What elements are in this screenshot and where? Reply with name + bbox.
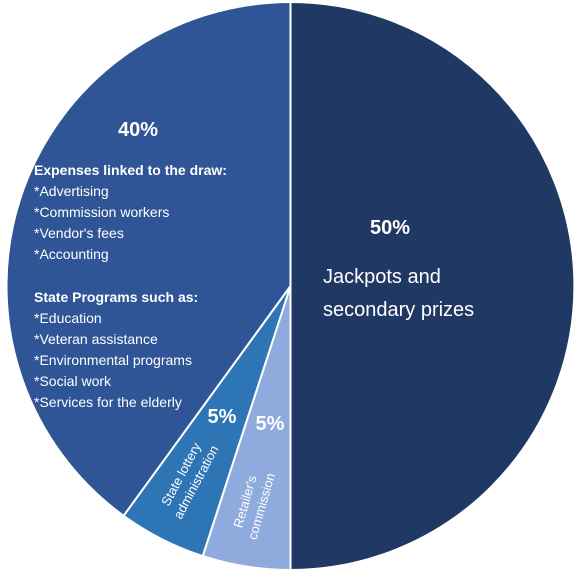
expenses-item-accounting: *Accounting	[34, 246, 109, 262]
slice-jackpots-percent: 50%	[370, 217, 410, 239]
slice-jackpots-label-line-2: secondary prizes	[323, 299, 474, 321]
pie-slices	[5, 1, 576, 571]
expenses-group-heading: Expenses linked to the draw:	[34, 162, 227, 178]
slice-expenses-and-programs	[5, 1, 292, 517]
slice-expenses-percent: 40%	[118, 119, 158, 141]
state-programs-item-environmental: *Environmental programs	[34, 352, 192, 368]
state-programs-item-elderly-services: *Services for the elderly	[34, 394, 182, 410]
state-programs-item-social-work: *Social work	[34, 373, 112, 389]
slice-jackpots-label-line-1: Jackpots and	[323, 266, 441, 288]
slice-administration-percent: 5%	[208, 406, 237, 428]
state-programs-item-education: *Education	[34, 310, 102, 326]
expenses-item-vendors-fees: *Vendor's fees	[34, 225, 124, 241]
state-programs-heading: State Programs such as:	[34, 289, 198, 305]
expenses-item-commission-workers: *Commission workers	[34, 204, 169, 220]
state-programs-item-veteran-assistance: *Veteran assistance	[34, 331, 158, 347]
slice-jackpots	[289, 1, 576, 571]
slice-retailer-percent: 5%	[256, 413, 285, 435]
expenses-item-advertising: *Advertising	[34, 183, 109, 199]
